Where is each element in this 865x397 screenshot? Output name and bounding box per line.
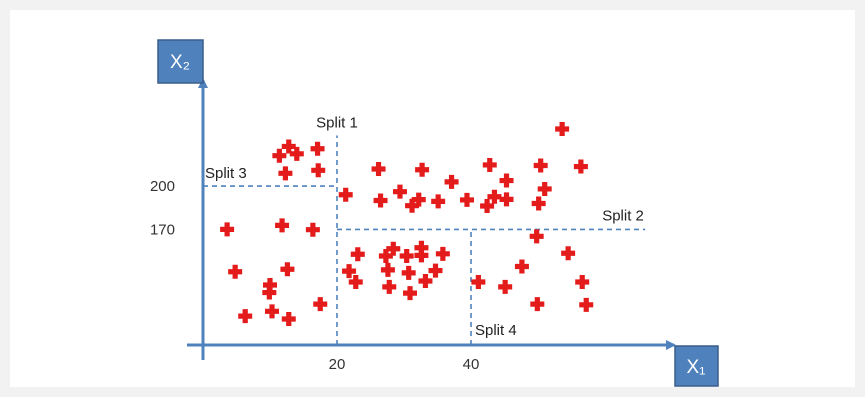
data-point (531, 196, 546, 211)
split-label-2: Split 2 (602, 207, 644, 224)
data-point (498, 279, 513, 294)
data-point (471, 274, 486, 289)
data-point (371, 161, 386, 176)
data-point (265, 304, 280, 319)
data-point (386, 241, 401, 256)
data-point (278, 166, 293, 181)
data-point (272, 148, 287, 163)
data-point (431, 194, 446, 209)
data-point (435, 246, 450, 261)
data-point (275, 218, 290, 233)
data-point (350, 247, 365, 262)
data-point (482, 157, 497, 172)
data-point (378, 248, 393, 263)
data-point (380, 262, 395, 277)
data-point (414, 240, 429, 255)
data-point (262, 285, 277, 300)
data-point (403, 286, 418, 301)
data-point (561, 246, 576, 261)
data-point (533, 158, 548, 173)
data-point (228, 264, 243, 279)
x-axis-label-box: X₁ (674, 345, 719, 387)
y-tick-label: 200 (150, 178, 175, 195)
data-point (529, 229, 544, 244)
data-points (220, 121, 594, 326)
split-label-3: Split 3 (205, 165, 247, 182)
data-point (310, 141, 325, 156)
data-point (281, 311, 296, 326)
split-lines (203, 135, 646, 345)
data-point (444, 174, 459, 189)
y-axis-label-box: X₂ (157, 39, 204, 84)
data-point (405, 198, 420, 213)
data-point (338, 187, 353, 202)
data-point (487, 189, 502, 204)
data-point (499, 192, 514, 207)
data-point (399, 248, 414, 263)
diagram-canvas: X₂ X₁ 20 40 200 170 Split 1 Split 2 Split 3 Sp… (10, 10, 855, 387)
data-point (220, 222, 235, 237)
data-point (555, 121, 570, 136)
data-point (480, 198, 495, 213)
x-axis-label: X₁ (686, 357, 705, 378)
data-point (418, 273, 433, 288)
data-point (382, 279, 397, 294)
tick-labels: 20 40 200 170 (150, 178, 479, 373)
data-point (530, 297, 545, 312)
data-point (415, 162, 430, 177)
data-point (573, 159, 588, 174)
data-point (313, 297, 328, 312)
data-point (281, 139, 296, 154)
data-point (348, 274, 363, 289)
data-point (401, 265, 416, 280)
split-labels: Split 1 Split 2 Split 3 Split 4 (205, 114, 644, 339)
data-point (428, 263, 443, 278)
data-point (311, 163, 326, 178)
data-point (499, 173, 514, 188)
data-point (373, 193, 388, 208)
y-axis-label: X₂ (170, 52, 190, 73)
data-point (342, 264, 357, 279)
y-tick-label: 170 (150, 221, 175, 238)
split-label-4: Split 4 (475, 322, 517, 339)
data-point (514, 259, 529, 274)
data-point (289, 146, 304, 161)
data-point (305, 222, 320, 237)
data-point (579, 297, 594, 312)
data-point (414, 248, 429, 263)
data-point (459, 192, 474, 207)
data-point (280, 262, 295, 277)
data-point (411, 192, 426, 207)
data-point (392, 184, 407, 199)
data-point (263, 278, 277, 293)
data-point (575, 274, 590, 289)
x-tick-label: 40 (463, 356, 480, 373)
x-tick-label: 20 (329, 356, 346, 373)
data-point (537, 181, 552, 196)
data-point (238, 309, 253, 324)
split-label-1: Split 1 (316, 114, 358, 131)
